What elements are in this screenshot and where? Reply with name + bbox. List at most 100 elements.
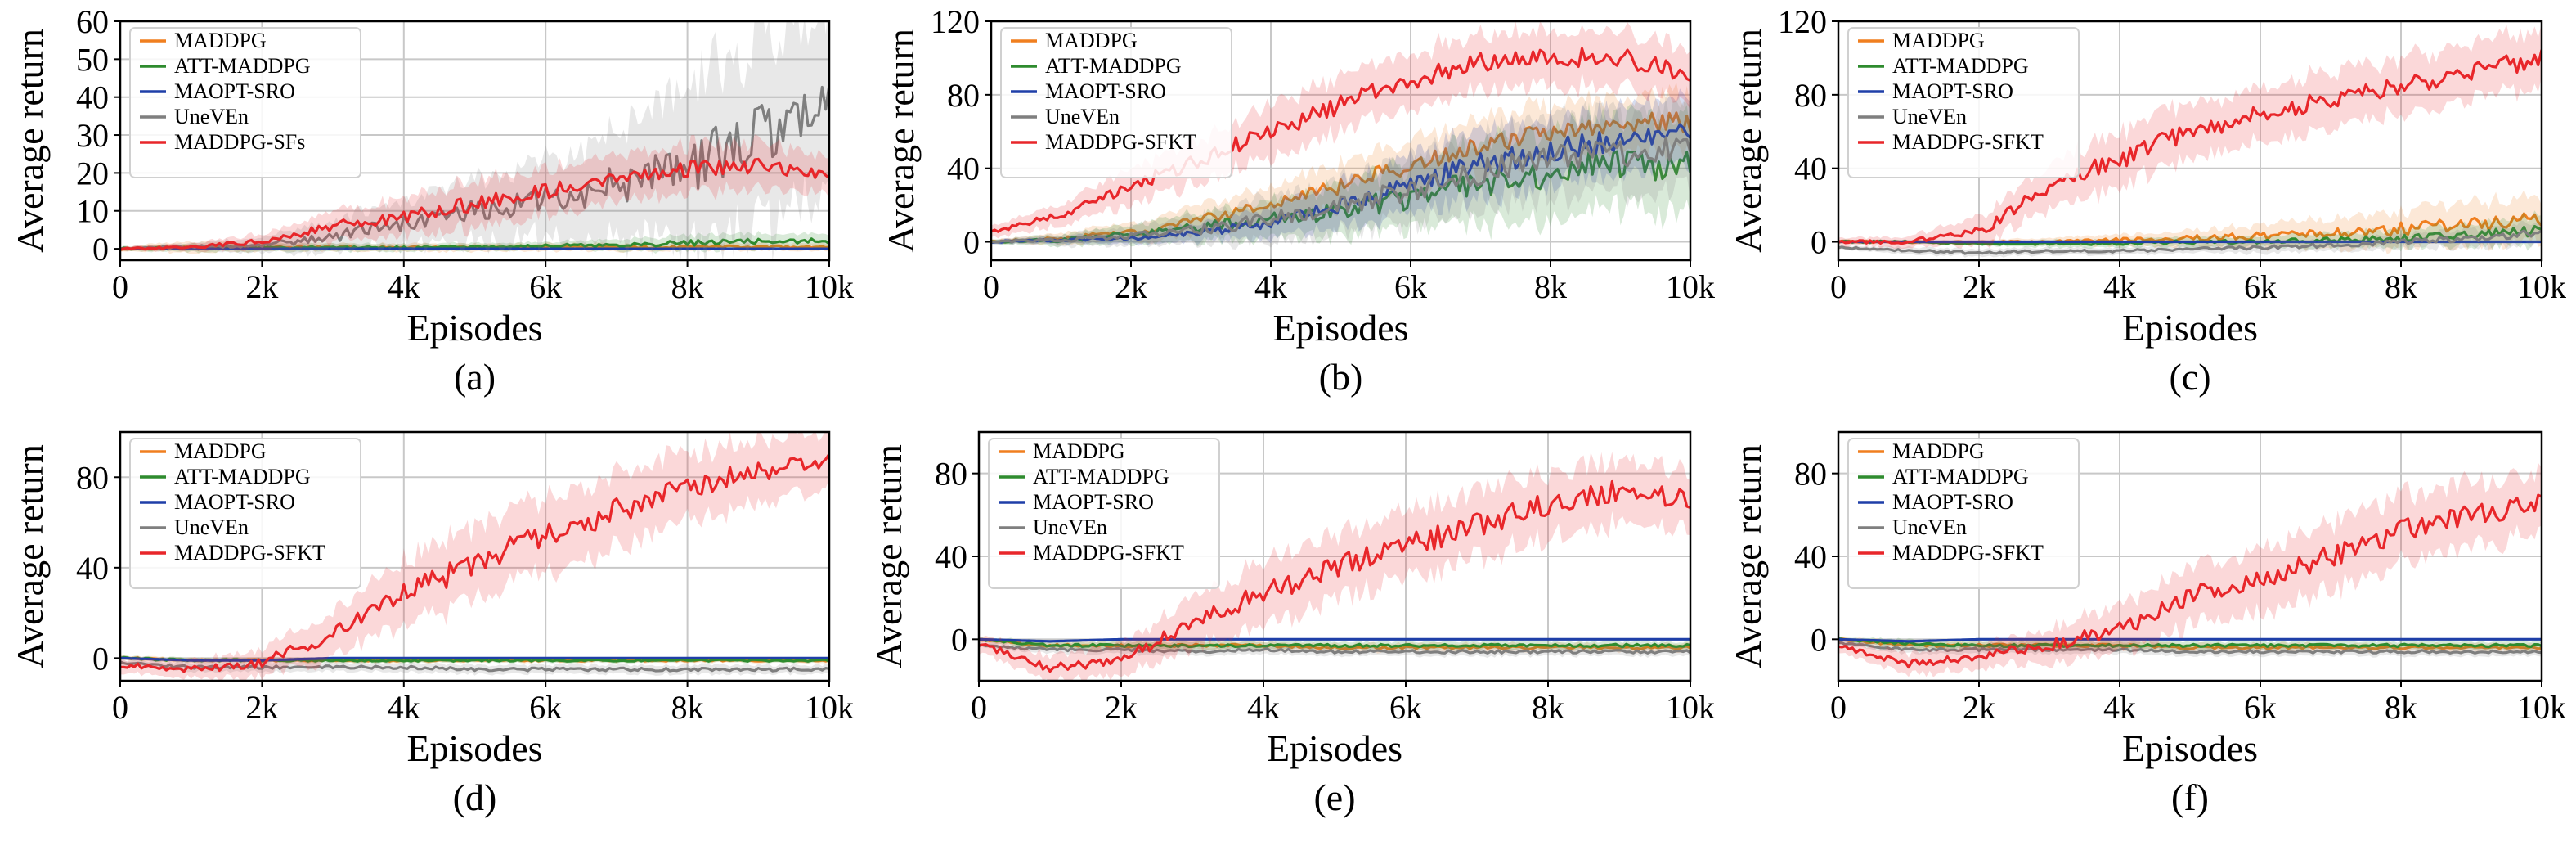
band-uneven	[1838, 641, 2542, 658]
x-axis-label: Episodes	[406, 307, 542, 349]
band-uneven	[120, 659, 829, 676]
panel-caption: (f)	[2171, 776, 2209, 818]
x-tick-label: 6k	[2244, 268, 2277, 305]
x-tick-label: 0	[112, 689, 128, 726]
legend: MADDPGATT-MADDPGMAOPT-SROUneVEnMADDPG-SF…	[1000, 27, 1232, 178]
y-tick-label: 120	[931, 3, 980, 40]
series-line-uneven	[991, 136, 1690, 244]
legend-label: MADDPG	[1033, 439, 1125, 463]
x-tick-label: 10k	[2517, 268, 2566, 305]
series-line-maddpg-sfkt	[979, 479, 1690, 673]
y-tick-label: 0	[1811, 621, 1827, 658]
legend-label: MADDPG	[174, 29, 267, 52]
chart-panel-a: 0 2k 4k 6k 8k 10k0102030405060EpisodesAverage…	[9, 3, 854, 398]
x-tick-label: 4k	[388, 268, 420, 305]
y-tick-label: 0	[951, 621, 967, 658]
x-axis-label: Episodes	[2122, 727, 2258, 769]
legend-label: MAOPT-SRO	[174, 79, 295, 103]
y-tick-label: 80	[935, 456, 967, 493]
x-tick-label: 0	[1830, 268, 1847, 305]
legend-label: UneVEn	[1892, 515, 1967, 539]
chart-panel-f: 0 2k 4k 6k 8k 10k 0 40 80 Episodes Average return (…	[1727, 430, 2566, 818]
band-uneven	[1838, 219, 2542, 258]
x-tick-label: 2k	[245, 689, 278, 726]
legend-label: UneVEn	[1045, 105, 1120, 128]
panel-caption: (e)	[1313, 776, 1355, 818]
legend-label: ATT-MADDPG	[1045, 54, 1182, 78]
x-tick-label: 0	[971, 689, 987, 726]
band-maddpg-sfs	[120, 134, 829, 253]
series-line-uneven	[979, 643, 1690, 655]
y-tick-label: 80	[1794, 77, 1827, 114]
y-tick-label: 80	[76, 459, 109, 496]
y-axis-label: Average return	[868, 444, 909, 668]
y-axis-label: Average return	[9, 29, 51, 253]
legend-box	[988, 438, 1220, 589]
x-tick-label: 8k	[1534, 268, 1567, 305]
band-maopt-sro	[991, 88, 1690, 246]
legend: MADDPGATT-MADDPGMAOPT-SROUneVEnMADDPG-SF…	[1847, 27, 2080, 178]
y-tick-label: 20	[76, 155, 109, 191]
x-axis-label: Episodes	[2122, 307, 2258, 349]
plot-frame	[1837, 20, 2543, 262]
y-axis-label: Average return	[1727, 444, 1769, 668]
series-line-maddpg-sfkt	[991, 47, 1690, 233]
x-tick-label: 2k	[1963, 268, 1995, 305]
x-tick-label: 6k	[529, 268, 562, 305]
y-tick-label: 120	[1778, 3, 1827, 40]
x-tick-label: 10k	[1666, 689, 1715, 726]
y-tick-label: 10	[76, 193, 109, 230]
legend-label: ATT-MADDPG	[1892, 54, 2029, 78]
legend: MADDPGATT-MADDPGMAOPT-SROUneVEnMADDPG-SF…	[1847, 438, 2080, 589]
x-tick-label: 4k	[2103, 689, 2136, 726]
series-line-uneven	[1838, 229, 2542, 255]
series-line-uneven	[1838, 641, 2542, 655]
series-line-maddpg-sfkt	[1838, 49, 2542, 245]
x-tick-label: 8k	[671, 268, 704, 305]
legend-label: UneVEn	[174, 105, 249, 128]
x-tick-label: 6k	[1389, 689, 1422, 726]
legend: MADDPGATT-MADDPGMAOPT-SROUneVEnMADDPG-SF…	[129, 438, 361, 589]
x-tick-label: 6k	[1394, 268, 1427, 305]
x-tick-label: 4k	[1254, 268, 1287, 305]
panel-caption: (b)	[1319, 356, 1363, 398]
series-line-maddpg-sfkt	[120, 453, 829, 673]
x-tick-label: 0	[112, 268, 128, 305]
legend-box	[129, 438, 361, 589]
y-tick-label: 80	[947, 77, 980, 114]
legend-label: MAOPT-SRO	[1033, 490, 1154, 514]
x-tick-label: 4k	[1247, 689, 1280, 726]
band-maddpg-sfkt	[1838, 462, 2542, 677]
chart-panel-d: 0 2k 4k 6k 8k 10k 0 40 80 Episodes Average return (…	[9, 430, 854, 818]
panel-caption: (c)	[2169, 356, 2210, 398]
plot-frame	[119, 20, 831, 262]
y-tick-label: 0	[963, 224, 980, 261]
series-line-maopt-sro	[979, 637, 1690, 643]
chart-panel-b: 0 2k 4k 6k 8k 10k 0 40 80 120 Episodes Average retu…	[880, 3, 1715, 398]
y-tick-label: 0	[92, 231, 109, 268]
legend-label: ATT-MADDPG	[1033, 465, 1169, 488]
x-axis-label: Episodes	[1267, 727, 1402, 769]
legend-label: ATT-MADDPG	[1892, 465, 2029, 488]
x-tick-label: 8k	[671, 689, 704, 726]
legend-label: MADDPG	[1892, 439, 1985, 463]
legend-label: MADDPG	[174, 439, 267, 463]
plot-frame	[990, 20, 1692, 262]
y-tick-label: 40	[1794, 151, 1827, 187]
panel-caption: (d)	[453, 776, 497, 818]
legend-box	[129, 27, 361, 178]
series-line-maddpg-sfkt	[1838, 493, 2542, 669]
band-maddpg	[991, 82, 1690, 246]
y-tick-label: 0	[1811, 224, 1827, 261]
x-axis-label: Episodes	[406, 727, 542, 769]
x-tick-label: 10k	[1666, 268, 1715, 305]
legend-label: MADDPG-SFs	[174, 130, 305, 154]
y-axis-label: Average return	[880, 29, 922, 253]
legend-label: MAOPT-SRO	[174, 490, 295, 514]
y-tick-label: 30	[76, 117, 109, 154]
band-uneven	[991, 94, 1690, 250]
legend-label: UneVEn	[174, 515, 249, 539]
series-line-uneven	[120, 84, 829, 251]
legend-label: MADDPG-SFKT	[1892, 541, 2044, 565]
x-tick-label: 10k	[805, 268, 854, 305]
